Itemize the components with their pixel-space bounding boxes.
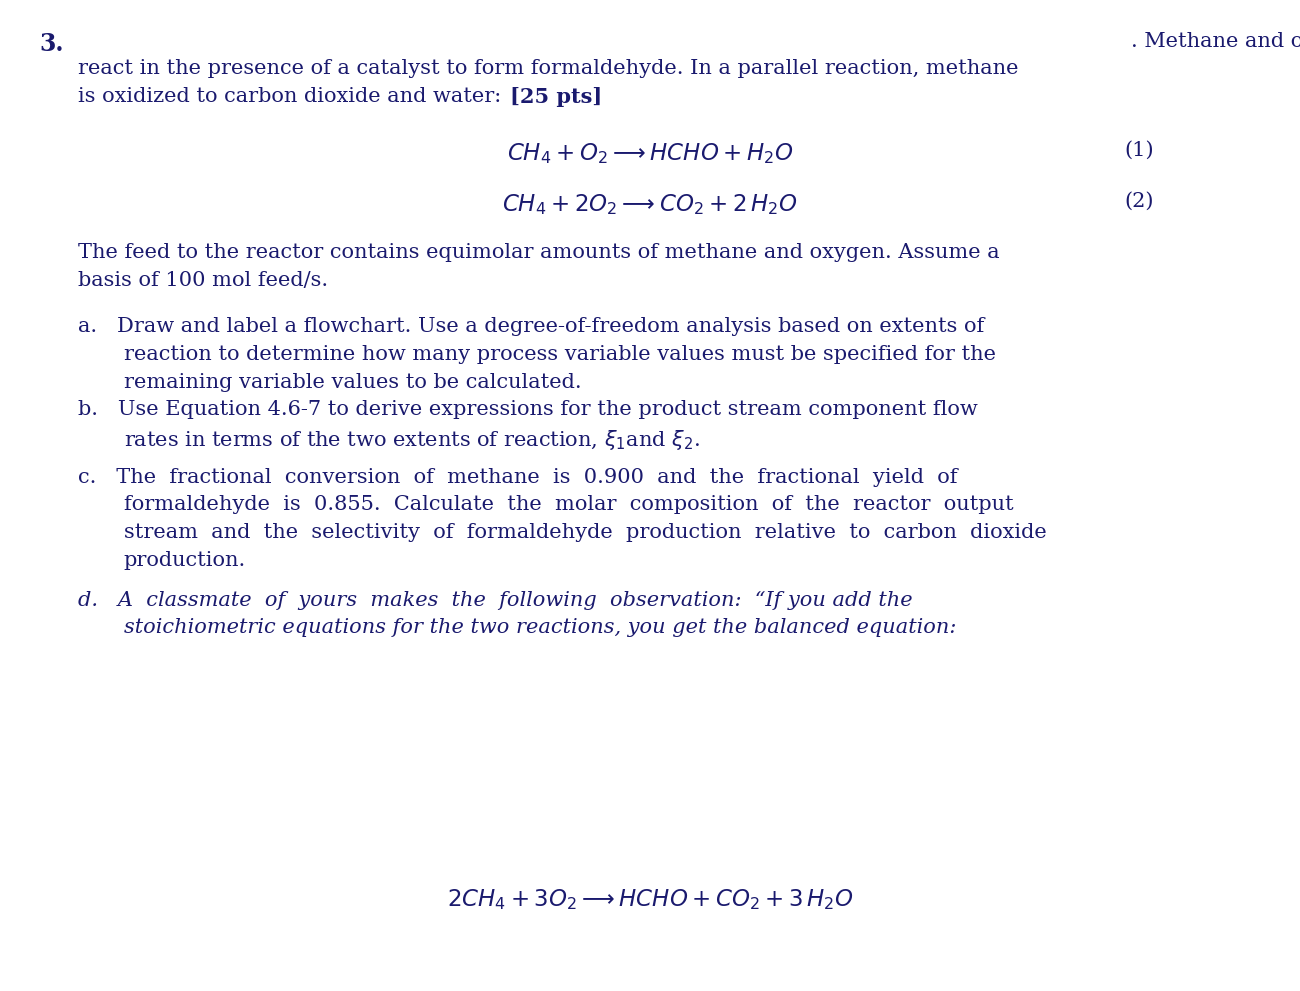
Text: [25 pts]: [25 pts] [510,87,602,107]
Text: formaldehyde  is  0.855.  Calculate  the  molar  composition  of  the  reactor  : formaldehyde is 0.855. Calculate the mol… [124,496,1013,514]
Text: $CH_4 + O_2 \longrightarrow HCHO + H_2O$: $CH_4 + O_2 \longrightarrow HCHO + H_2O$ [507,141,793,165]
Text: c.   The  fractional  conversion  of  methane  is  0.900  and  the  fractional  : c. The fractional conversion of methane … [78,468,958,487]
Text: $CH_4 + 2O_2 \longrightarrow CO_2 + 2\,H_2O$: $CH_4 + 2O_2 \longrightarrow CO_2 + 2\,H… [502,192,798,217]
Text: production.: production. [124,551,246,570]
Text: stream  and  the  selectivity  of  formaldehyde  production  relative  to  carbo: stream and the selectivity of formaldehy… [124,523,1046,542]
Text: . Methane and oxygen: . Methane and oxygen [1131,32,1300,51]
Text: (2): (2) [1124,192,1154,211]
Text: reaction to determine how many process variable values must be specified for the: reaction to determine how many process v… [124,345,996,364]
Text: remaining variable values to be calculated.: remaining variable values to be calculat… [124,373,581,391]
Text: stoichiometric equations for the two reactions, you get the balanced equation:: stoichiometric equations for the two rea… [124,618,956,637]
Text: (1): (1) [1124,141,1154,160]
Text: b.   Use Equation 4.6-7 to derive expressions for the product stream component f: b. Use Equation 4.6-7 to derive expressi… [78,400,978,419]
Text: $2CH_4 + 3O_2 \longrightarrow HCHO + CO_2 + 3\,H_2O$: $2CH_4 + 3O_2 \longrightarrow HCHO + CO_… [447,887,853,912]
Text: react in the presence of a catalyst to form formaldehyde. In a parallel reaction: react in the presence of a catalyst to f… [78,59,1018,78]
Text: 3.: 3. [39,32,64,55]
Text: The feed to the reactor contains equimolar amounts of methane and oxygen. Assume: The feed to the reactor contains equimol… [78,243,1000,262]
Text: d.   A  classmate  of  yours  makes  the  following  observation:  “If you add t: d. A classmate of yours makes the follow… [78,591,913,609]
Text: is oxidized to carbon dioxide and water:: is oxidized to carbon dioxide and water: [78,87,508,106]
Text: rates in terms of the two extents of reaction, $\xi_1$and $\xi_2$.: rates in terms of the two extents of rea… [124,428,699,452]
Text: a.   Draw and label a flowchart. Use a degree-of-freedom analysis based on exten: a. Draw and label a flowchart. Use a deg… [78,317,984,336]
Text: basis of 100 mol feed/s.: basis of 100 mol feed/s. [78,271,328,289]
